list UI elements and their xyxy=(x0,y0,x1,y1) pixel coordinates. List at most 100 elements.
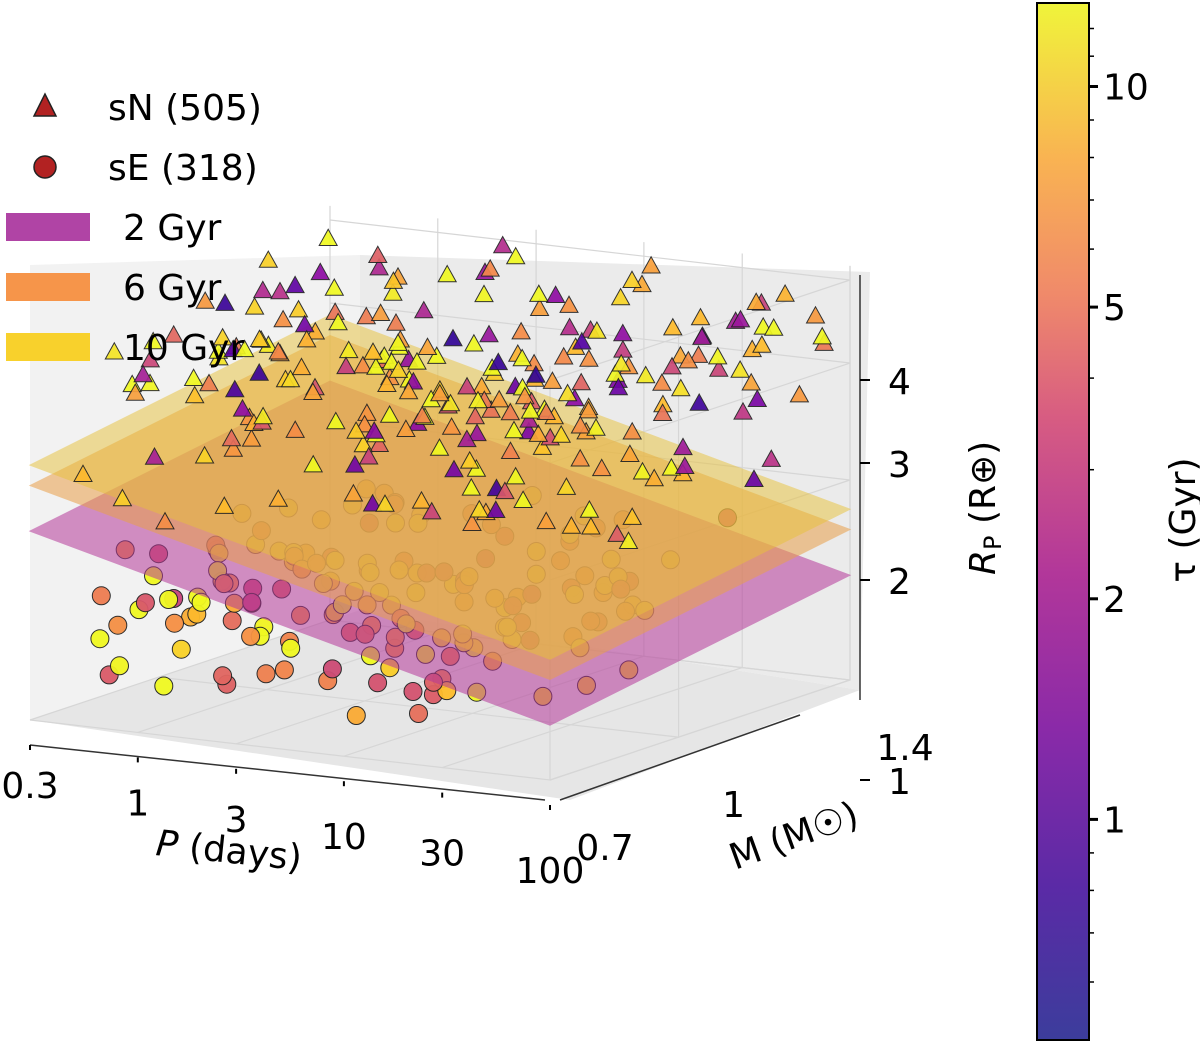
legend-label-10gyr: 10 Gyr xyxy=(123,328,244,369)
sN-point xyxy=(730,359,750,378)
sN-point xyxy=(469,499,490,518)
sN-point xyxy=(443,328,463,347)
z-tick-label: 1 xyxy=(888,762,911,803)
sN-point xyxy=(468,390,488,409)
sE-point xyxy=(281,638,301,658)
legend-label-2gyr: 2 Gyr xyxy=(123,208,222,249)
sN-point xyxy=(221,428,242,447)
sN-point xyxy=(379,404,400,423)
sN-point xyxy=(195,291,216,309)
sE-point xyxy=(171,639,191,659)
sN-point xyxy=(618,531,639,549)
legend-patch-2gyr xyxy=(6,213,90,241)
y-ticks: 0.711.4 xyxy=(576,728,933,869)
sN-point xyxy=(505,246,526,265)
sN-point xyxy=(268,489,289,507)
sN-point xyxy=(215,293,235,311)
sN-point xyxy=(741,372,762,391)
sN-point xyxy=(805,305,826,324)
sN-point xyxy=(285,275,305,294)
sN-point xyxy=(789,384,810,403)
sN-point xyxy=(551,424,572,443)
y-tick-label: 1.4 xyxy=(876,728,933,769)
sN-point xyxy=(383,271,404,289)
y-tick-label: 0.7 xyxy=(576,828,633,869)
sN-point xyxy=(579,349,599,367)
sN-point xyxy=(557,383,578,402)
sN-point xyxy=(632,461,653,480)
sN-point xyxy=(249,362,270,381)
sN-point xyxy=(505,466,526,485)
sN-point xyxy=(459,450,480,469)
colorbar-label: τ (Gyr) xyxy=(1163,457,1200,582)
sN-point xyxy=(462,513,482,531)
sN-point xyxy=(303,454,324,473)
sN-point xyxy=(471,376,492,395)
sN-point xyxy=(775,283,795,302)
sN-point xyxy=(622,270,642,288)
sE-point xyxy=(241,626,261,646)
sN-point xyxy=(258,250,279,268)
sN-point xyxy=(519,409,539,428)
sE-point xyxy=(90,629,110,649)
sN-point xyxy=(291,357,312,376)
sN-point xyxy=(268,341,289,360)
sN-point xyxy=(396,419,416,437)
sN-scatter xyxy=(73,228,834,549)
sN-point xyxy=(512,348,533,367)
sN-point xyxy=(644,468,665,487)
sN-point xyxy=(199,373,219,392)
z-tick-label: 3 xyxy=(888,445,911,486)
sN-point xyxy=(346,421,366,439)
sN-point xyxy=(587,320,607,339)
sN-point xyxy=(429,438,450,456)
y-tick-label: 1 xyxy=(722,785,745,826)
sN-point xyxy=(688,345,709,363)
sN-point xyxy=(763,317,784,336)
sN-point xyxy=(324,277,345,296)
sN-point xyxy=(489,389,510,408)
x-tick-label: 10 xyxy=(321,817,367,858)
sN-point xyxy=(730,309,751,328)
sN-point xyxy=(388,333,408,351)
sN-point xyxy=(500,402,521,421)
sN-point xyxy=(536,511,557,530)
sN-point xyxy=(214,496,235,514)
colorbar-tick-label: 5 xyxy=(1103,288,1126,329)
z-tick-label: 4 xyxy=(888,362,911,403)
sN-point xyxy=(528,424,549,442)
sN-point xyxy=(620,444,640,462)
sE-point xyxy=(368,673,388,693)
sN-point xyxy=(670,378,691,397)
sN-point xyxy=(635,365,656,384)
sN-point xyxy=(125,383,146,401)
sN-point xyxy=(532,437,553,455)
sN-point xyxy=(457,429,477,448)
sN-point xyxy=(325,411,346,430)
sN-point xyxy=(561,515,582,534)
sN-point xyxy=(641,255,661,274)
sN-point xyxy=(622,421,643,440)
sN-point xyxy=(358,446,379,465)
sN-point xyxy=(526,364,546,383)
model-planes xyxy=(28,314,852,726)
sN-point xyxy=(761,449,782,467)
sN-point xyxy=(661,457,682,476)
sN-point xyxy=(224,379,245,398)
sN-point xyxy=(689,392,710,411)
sN-point xyxy=(413,300,434,319)
z-ticks: 1 2 3 4 xyxy=(860,362,911,803)
sN-point xyxy=(591,458,612,477)
sE-point xyxy=(159,590,179,609)
y-axis-line xyxy=(559,714,801,801)
sN-point xyxy=(296,329,317,348)
sN-point xyxy=(155,511,175,530)
sN-point xyxy=(388,360,409,378)
sN-point xyxy=(752,334,772,353)
sN-point xyxy=(481,399,501,418)
sN-point xyxy=(73,464,93,482)
colorbar-tick-label: 1 xyxy=(1103,800,1126,841)
sN-point xyxy=(542,371,563,389)
sN-point xyxy=(611,353,632,372)
